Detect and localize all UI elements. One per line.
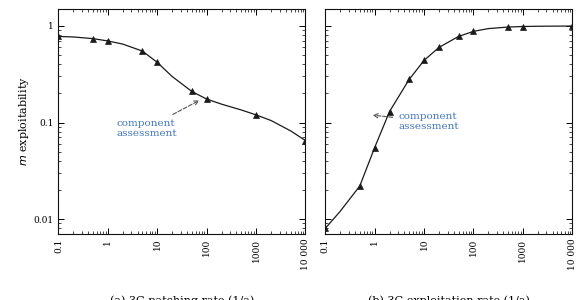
Y-axis label: $m$ exploitability: $m$ exploitability	[16, 76, 30, 166]
Text: component
assessment: component assessment	[117, 101, 199, 138]
X-axis label: (a) 3G patching rate (1/a): (a) 3G patching rate (1/a)	[110, 296, 254, 300]
X-axis label: (b) 3G exploitation rate (1/a): (b) 3G exploitation rate (1/a)	[368, 296, 530, 300]
Text: component
assessment: component assessment	[374, 112, 459, 131]
